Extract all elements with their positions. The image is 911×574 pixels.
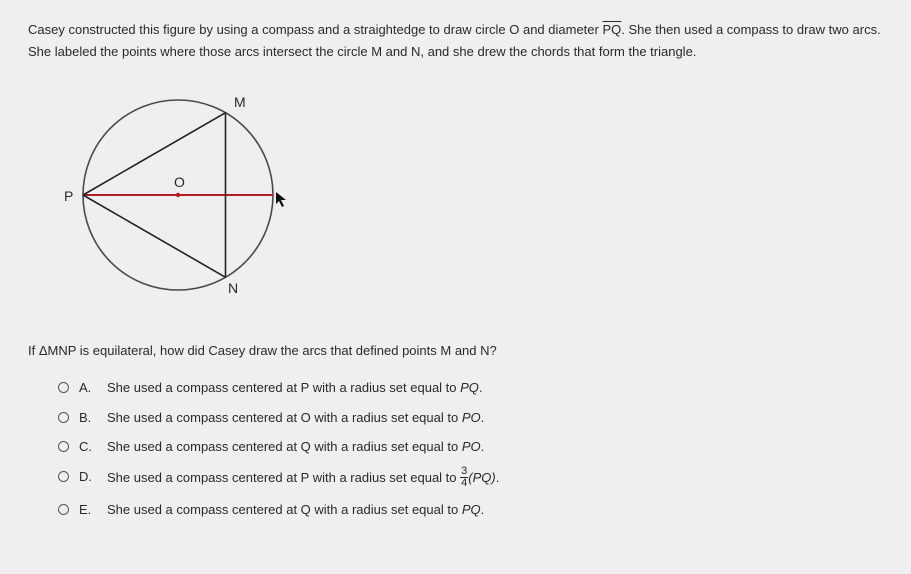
option-text: She used a compass centered at Q with a … (107, 437, 484, 457)
svg-text:M: M (234, 94, 246, 110)
option-letter: E. (79, 500, 107, 520)
radio-icon[interactable] (58, 412, 69, 423)
option-letter: D. (79, 467, 107, 487)
radio-icon[interactable] (58, 504, 69, 515)
option-c[interactable]: C. She used a compass centered at Q with… (58, 437, 883, 457)
radio-icon[interactable] (58, 441, 69, 452)
option-d[interactable]: D. She used a compass centered at P with… (58, 467, 883, 490)
radio-icon[interactable] (58, 382, 69, 393)
option-letter: C. (79, 437, 107, 457)
radio-icon[interactable] (58, 471, 69, 482)
option-b[interactable]: B. She used a compass centered at O with… (58, 408, 883, 428)
option-text: She used a compass centered at P with a … (107, 467, 499, 490)
option-text: She used a compass centered at Q with a … (107, 500, 484, 520)
svg-text:N: N (228, 280, 238, 296)
circle-diagram: P O M N (58, 75, 298, 315)
problem-line1b: . She then used a compass to draw two ar… (621, 22, 880, 37)
fraction: 34 (460, 466, 468, 489)
option-e[interactable]: E. She used a compass centered at Q with… (58, 500, 883, 520)
problem-line2: She labeled the points where those arcs … (28, 42, 883, 62)
problem-line1a: Casey constructed this figure by using a… (28, 22, 602, 37)
problem-statement: Casey constructed this figure by using a… (28, 20, 883, 61)
pq-overline: PQ (602, 22, 621, 37)
question-text: If ΔMNP is equilateral, how did Casey dr… (28, 341, 883, 361)
option-text: She used a compass centered at O with a … (107, 408, 484, 428)
svg-text:P: P (64, 188, 73, 204)
option-letter: A. (79, 378, 107, 398)
svg-text:O: O (174, 174, 185, 190)
answer-options: A. She used a compass centered at P with… (58, 378, 883, 519)
geometry-figure: P O M N (58, 75, 883, 321)
option-text: She used a compass centered at P with a … (107, 378, 483, 398)
option-a[interactable]: A. She used a compass centered at P with… (58, 378, 883, 398)
option-letter: B. (79, 408, 107, 428)
